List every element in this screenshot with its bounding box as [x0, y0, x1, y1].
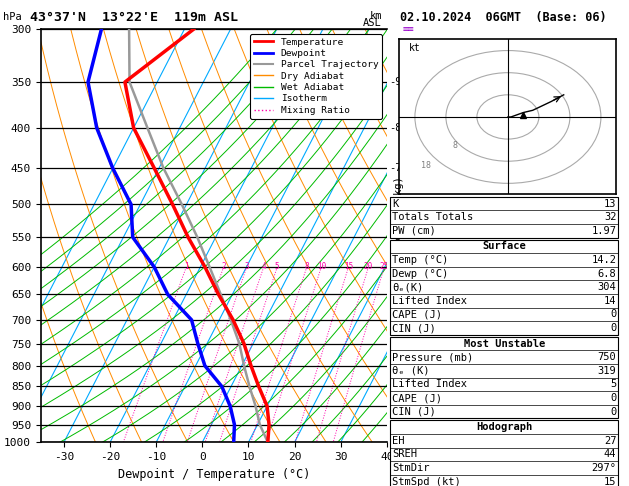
- Text: StmDir: StmDir: [392, 463, 430, 473]
- Text: Hodograph: Hodograph: [476, 422, 532, 432]
- Text: 1.97: 1.97: [591, 226, 616, 236]
- Text: 27: 27: [604, 436, 616, 446]
- Text: CAPE (J): CAPE (J): [392, 310, 442, 319]
- Text: ≡≡: ≡≡: [403, 199, 414, 209]
- Text: 750: 750: [598, 352, 616, 362]
- Text: Totals Totals: Totals Totals: [392, 212, 474, 222]
- Text: PW (cm): PW (cm): [392, 226, 437, 236]
- Text: θₑ (K): θₑ (K): [392, 366, 430, 376]
- Text: ≡≡: ≡≡: [403, 315, 414, 325]
- Text: km: km: [369, 11, 382, 21]
- Text: 3: 3: [245, 262, 249, 272]
- Legend: Temperature, Dewpoint, Parcel Trajectory, Dry Adiabat, Wet Adiabat, Isotherm, Mi: Temperature, Dewpoint, Parcel Trajectory…: [250, 34, 382, 119]
- Text: StmSpd (kt): StmSpd (kt): [392, 477, 461, 486]
- Text: CAPE (J): CAPE (J): [392, 393, 442, 403]
- Text: 20: 20: [364, 262, 373, 272]
- Text: -9: -9: [389, 77, 402, 87]
- Text: 25: 25: [380, 262, 389, 272]
- Text: 14.2: 14.2: [591, 255, 616, 265]
- Text: ≡≡: ≡≡: [403, 24, 414, 34]
- Text: CIN (J): CIN (J): [392, 323, 437, 333]
- Text: SREH: SREH: [392, 450, 418, 459]
- Text: EH: EH: [392, 436, 405, 446]
- Text: -LCL: -LCL: [389, 406, 415, 416]
- Text: 10: 10: [316, 262, 326, 272]
- Text: -2: -2: [389, 361, 402, 371]
- Text: 0: 0: [610, 407, 616, 417]
- Text: Dewp (°C): Dewp (°C): [392, 269, 448, 278]
- Text: -7: -7: [389, 163, 402, 174]
- Text: ≡≡: ≡≡: [403, 382, 414, 392]
- Text: 13: 13: [604, 199, 616, 208]
- Text: Lifted Index: Lifted Index: [392, 296, 467, 306]
- Text: θₑ(K): θₑ(K): [392, 282, 424, 292]
- Text: 5: 5: [275, 262, 279, 272]
- Text: 15: 15: [344, 262, 353, 272]
- Text: 297°: 297°: [591, 463, 616, 473]
- Text: -5: -5: [389, 232, 402, 242]
- Text: -1: -1: [389, 405, 402, 415]
- Text: ≡≡: ≡≡: [403, 123, 414, 133]
- Text: 0: 0: [610, 310, 616, 319]
- Text: 2: 2: [221, 262, 226, 272]
- Text: 02.10.2024  06GMT  (Base: 06): 02.10.2024 06GMT (Base: 06): [400, 11, 606, 24]
- Text: 319: 319: [598, 366, 616, 376]
- X-axis label: Dewpoint / Temperature (°C): Dewpoint / Temperature (°C): [118, 468, 310, 481]
- Text: ≡≡: ≡≡: [403, 419, 414, 430]
- Text: 0: 0: [610, 393, 616, 403]
- Text: 32: 32: [604, 212, 616, 222]
- Text: Pressure (mb): Pressure (mb): [392, 352, 474, 362]
- Text: Lifted Index: Lifted Index: [392, 380, 467, 389]
- Text: 44: 44: [604, 450, 616, 459]
- Text: -6: -6: [389, 199, 402, 209]
- Text: kt: kt: [409, 43, 420, 52]
- Text: 4: 4: [262, 262, 266, 272]
- Text: K: K: [392, 199, 399, 208]
- Text: Most Unstable: Most Unstable: [464, 339, 545, 348]
- Text: -4: -4: [389, 262, 402, 272]
- Text: Temp (°C): Temp (°C): [392, 255, 448, 265]
- Text: 1: 1: [184, 262, 189, 272]
- Text: Surface: Surface: [482, 242, 526, 251]
- Text: 5: 5: [610, 380, 616, 389]
- Text: ≡≡: ≡≡: [403, 262, 414, 272]
- Text: 304: 304: [598, 282, 616, 292]
- Text: Mixing Ratio (g/kg): Mixing Ratio (g/kg): [394, 176, 404, 295]
- Text: CIN (J): CIN (J): [392, 407, 437, 417]
- Text: 14: 14: [604, 296, 616, 306]
- Text: 6.8: 6.8: [598, 269, 616, 278]
- Text: hPa: hPa: [3, 12, 22, 22]
- Text: 8: 8: [452, 141, 457, 150]
- Text: 8: 8: [304, 262, 309, 272]
- Text: 15: 15: [604, 477, 616, 486]
- Text: 0: 0: [610, 323, 616, 333]
- Text: -8: -8: [389, 123, 402, 133]
- Text: 43°37'N  13°22'E  119m ASL: 43°37'N 13°22'E 119m ASL: [30, 11, 238, 24]
- Text: -3: -3: [389, 315, 402, 325]
- Text: ASL: ASL: [363, 18, 382, 28]
- Text: 18: 18: [421, 161, 431, 170]
